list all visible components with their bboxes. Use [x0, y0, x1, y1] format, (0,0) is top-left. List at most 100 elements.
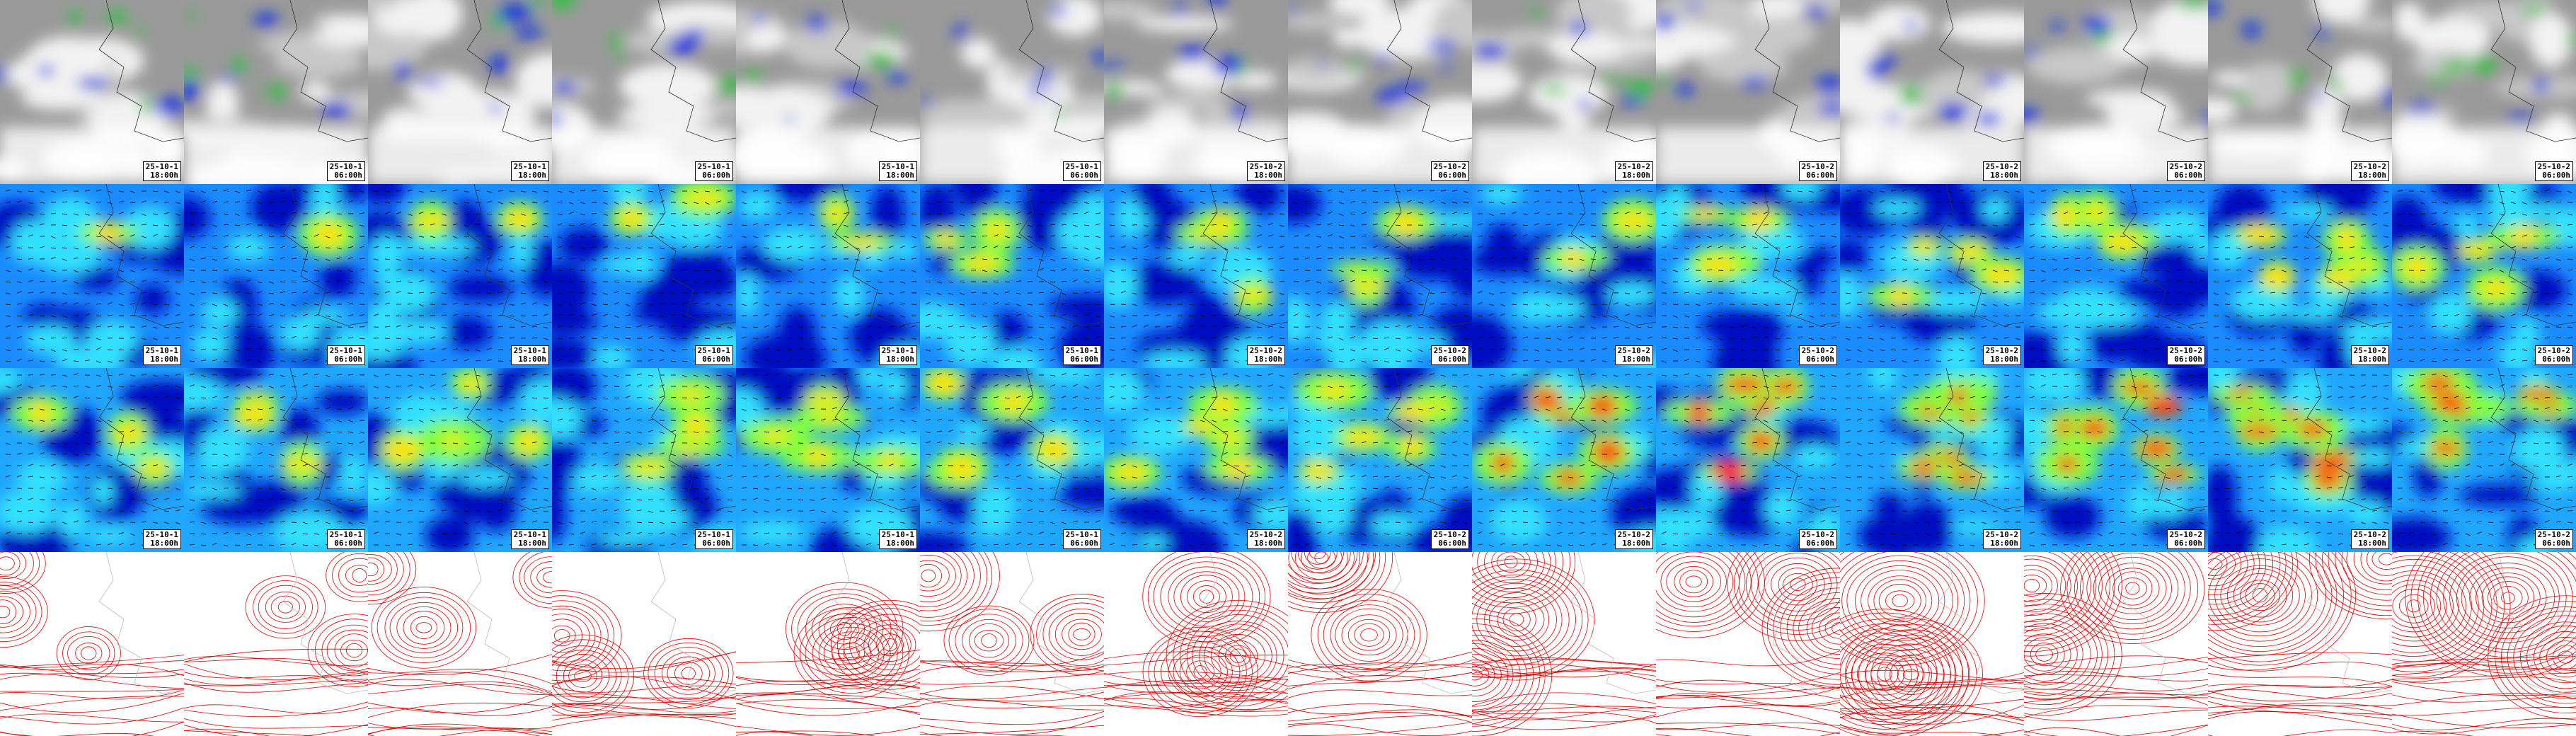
arrow: [936, 234, 942, 237]
arrow: [2086, 224, 2091, 227]
arrow: [1845, 246, 1851, 248]
arrow: [1016, 314, 1021, 316]
arrow: [648, 292, 653, 294]
arrow: [1902, 268, 1907, 271]
arrow: [2555, 302, 2561, 305]
arrow: [2120, 314, 2125, 316]
arrow: [163, 258, 169, 261]
arrow: [2154, 258, 2159, 260]
arrow: [2199, 280, 2204, 282]
arrow: [1752, 336, 1757, 339]
arrow: [1913, 336, 1919, 339]
arrow: [314, 200, 319, 203]
arrows: [2029, 189, 2205, 363]
arrow: [314, 280, 319, 282]
arrow: [911, 270, 916, 272]
arrow: [84, 213, 90, 216]
arrow: [223, 246, 229, 248]
mid: [1921, 288, 1987, 314]
arrow: [2015, 212, 2020, 214]
arrow: [1338, 348, 1344, 350]
arrow: [1992, 234, 1998, 237]
cloud: [2208, 97, 2238, 122]
arrow: [1188, 325, 1194, 328]
arrow: [430, 236, 435, 238]
arrow: [1511, 202, 1517, 204]
cloud: [1328, 0, 1391, 18]
cloud: [368, 0, 401, 11]
low: [184, 196, 210, 239]
arrow: [1072, 190, 1078, 193]
arrow: [1429, 224, 1434, 226]
arrow: [1338, 270, 1344, 272]
arrow: [2567, 279, 2572, 282]
arrow: [1440, 338, 1446, 340]
arrow: [62, 476, 67, 478]
arrow: [2292, 314, 2299, 316]
arrow: [2338, 281, 2343, 284]
arrow: [2270, 358, 2275, 362]
arrow: [2315, 245, 2321, 248]
arrow: [2154, 236, 2159, 238]
arrow: [441, 247, 447, 250]
arrow: [2465, 236, 2471, 238]
arrow: [911, 190, 916, 193]
arrow: [2247, 258, 2253, 260]
precip: [1037, 67, 1051, 86]
arrow: [2108, 190, 2114, 192]
arrow: [2176, 212, 2182, 214]
arrow: [993, 325, 999, 328]
arrow: [5, 360, 11, 362]
arrow: [1740, 281, 1746, 284]
arrow: [2499, 202, 2505, 205]
arrow: [2063, 324, 2069, 328]
arrow: [1613, 326, 1619, 328]
precip: [1178, 45, 1207, 62]
arrow: [670, 236, 676, 238]
arrow: [107, 374, 113, 376]
higher: [1614, 211, 1652, 229]
arrow: [212, 315, 217, 318]
arrow: [2292, 270, 2298, 272]
arrow: [246, 270, 251, 272]
mid: [311, 184, 339, 222]
arrow: [2176, 222, 2182, 226]
arrow: [866, 291, 871, 294]
arrow: [1992, 190, 1999, 192]
arrow: [246, 374, 251, 376]
precip: [1885, 113, 1899, 123]
arrow: [1256, 246, 1262, 248]
arrow: [1522, 258, 1528, 260]
arrow: [163, 396, 169, 398]
arrow: [1890, 280, 1896, 282]
arrow: [2258, 335, 2264, 339]
precip: [2241, 22, 2260, 38]
arrow: [1154, 235, 1160, 237]
cloud: [2347, 17, 2392, 33]
arrow: [715, 212, 721, 214]
arrow: [1372, 304, 1378, 306]
arrow: [877, 292, 882, 294]
arrow: [543, 258, 549, 260]
arrow: [982, 188, 987, 192]
arrow: [1338, 304, 1344, 306]
arrow: [2165, 338, 2170, 340]
arrow: [1245, 315, 1251, 316]
arrow: [715, 236, 721, 238]
mid: [2488, 184, 2530, 209]
arrow: [775, 258, 781, 260]
arrow: [2154, 190, 2159, 192]
arrow: [418, 360, 425, 362]
arrow: [925, 202, 931, 205]
arrow: [175, 213, 180, 216]
arrow: [2199, 326, 2204, 328]
precip: [2521, 4, 2546, 14]
low: [662, 248, 735, 301]
arrow: [1613, 302, 1618, 305]
arrow: [1338, 213, 1344, 217]
arrow: [1327, 270, 1333, 272]
time-label: 18:00h: [1254, 171, 1282, 180]
mid: [1606, 282, 1656, 306]
arrow: [1451, 304, 1457, 306]
arrow: [704, 190, 710, 192]
